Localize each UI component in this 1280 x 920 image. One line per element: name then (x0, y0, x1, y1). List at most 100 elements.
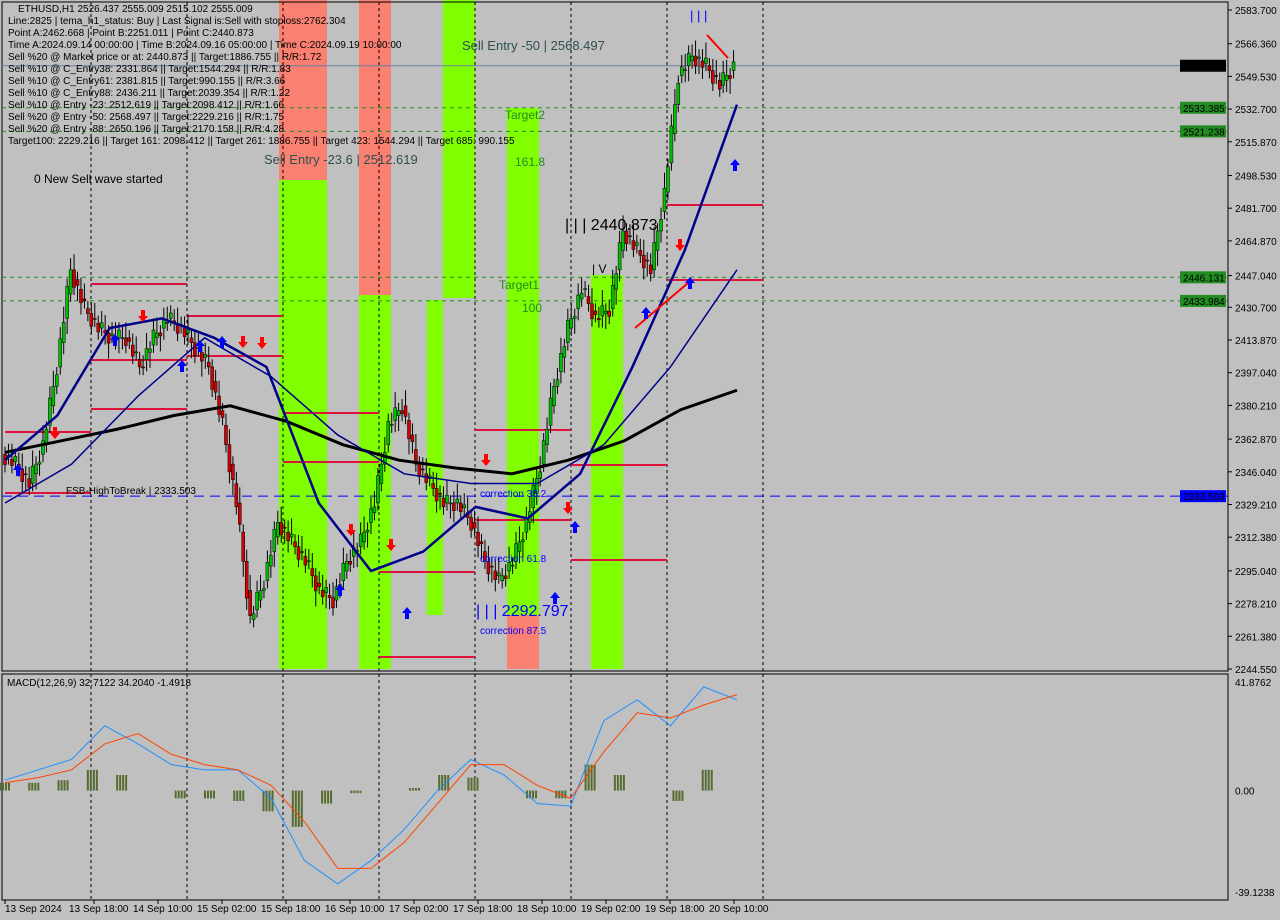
buy-arrow-icon (730, 159, 740, 171)
candle-body (358, 533, 363, 547)
y-tick-label: 2498.530 (1235, 171, 1277, 182)
price-label: 2333.503 (1183, 492, 1225, 503)
y-tick-label: 2515.870 (1235, 138, 1277, 149)
candle-body (431, 483, 435, 489)
sell-arrow-icon (563, 502, 573, 514)
signal-zone (279, 0, 327, 180)
candle-body (241, 531, 245, 562)
candle-body (376, 475, 380, 504)
y-tick-label: 2380.210 (1235, 401, 1277, 412)
candle-body (203, 354, 208, 358)
price-label-box (1180, 101, 1226, 114)
candle-body (624, 230, 629, 244)
buy-arrow-icon (570, 521, 580, 533)
candle-body (407, 420, 411, 440)
info-line: Sell %20 @ Entry -50: 2568.497 || Target… (8, 112, 285, 123)
info-line: Point A:2462.668 | Point B:2251.011 | Po… (8, 28, 254, 39)
candle-body (34, 463, 38, 475)
candle-body (635, 242, 639, 246)
candle-body (248, 590, 252, 616)
candle-body (244, 561, 249, 599)
candle-body (86, 308, 90, 314)
candle-body (614, 273, 618, 290)
candle-body (48, 397, 52, 426)
candle-body (206, 361, 211, 368)
candle-body (251, 613, 256, 620)
candle-body (68, 269, 73, 295)
candle-body (548, 397, 553, 426)
buy-arrow-icon (177, 360, 187, 372)
macd-signal-line (4, 694, 738, 869)
candle-body (645, 259, 649, 262)
candle-body (303, 556, 308, 566)
signal-zone (279, 180, 327, 669)
candle-body (365, 529, 370, 533)
buy-arrow-icon (402, 607, 412, 619)
y-tick-label: 2549.530 (1235, 72, 1277, 83)
x-tick-label: 18 Sep 10:00 (517, 904, 577, 915)
candle-body (269, 555, 273, 567)
wave-status: 0 New Sell wave started (34, 172, 163, 186)
candle-body (258, 590, 263, 601)
sell-arrow-icon (238, 336, 248, 348)
candle-body (282, 527, 287, 529)
candle-body (704, 57, 708, 64)
candle-body (393, 407, 397, 421)
price-panel-frame (1, 1, 1229, 672)
y-tick-label: 2362.870 (1235, 435, 1277, 446)
annotation-wave-top: | | | (690, 8, 707, 23)
candle-body (262, 588, 266, 591)
candle-body (317, 582, 321, 587)
candle-body (51, 386, 56, 407)
buy-arrow-icon (195, 340, 205, 352)
candle-body (597, 318, 601, 321)
candle-body (37, 461, 42, 465)
candle-body (96, 322, 100, 333)
candle-body (227, 444, 232, 473)
candle-body (438, 492, 442, 495)
candle-body (389, 424, 394, 426)
price-label: 2533.385 (1183, 104, 1225, 115)
candle-body (234, 483, 239, 508)
candle-body (168, 312, 173, 319)
candle-body (483, 551, 487, 562)
candle-body (127, 337, 132, 342)
candle-body (386, 421, 391, 445)
candle-body (293, 541, 297, 547)
candle-body (65, 286, 69, 319)
price-label-box (1180, 490, 1226, 503)
sell-arrow-icon (138, 310, 148, 322)
candle-body (441, 497, 446, 508)
candle-body (120, 337, 125, 340)
candle-body (327, 595, 332, 598)
candle-body (445, 494, 449, 504)
candle-body (566, 320, 570, 343)
candle-body (545, 428, 549, 445)
annotation-corr61: correction 61.8 (480, 554, 547, 565)
candle-body (697, 56, 701, 59)
candle-body (193, 342, 197, 356)
candle-body (151, 329, 156, 346)
annotation-point-c: | | | 2440.873 (565, 217, 658, 234)
annotation-target2: Target2 (505, 108, 545, 122)
y-tick-label: 2430.700 (1235, 303, 1277, 314)
candle-body (628, 235, 632, 238)
candle-body (731, 61, 736, 71)
candle-body (383, 452, 387, 465)
candle-body (224, 424, 228, 445)
price-label-box (1180, 59, 1226, 72)
x-tick-label: 17 Sep 02:00 (389, 904, 449, 915)
candle-body (379, 463, 384, 484)
candle-body (707, 65, 712, 71)
buy-arrow-icon (685, 277, 695, 289)
sell-arrow-icon (675, 239, 685, 251)
info-line: Sell %10 @ C_Entry38: 2331.864 || Target… (8, 64, 291, 75)
candle-body (403, 405, 408, 417)
candle-body (421, 468, 425, 471)
candle-body (372, 506, 377, 513)
info-line: Sell %20 @ Entry -88: 2650.196 || Target… (8, 124, 285, 135)
annotation-target1: Target1 (499, 278, 539, 292)
candle-body (124, 337, 128, 346)
candle-body (683, 69, 687, 71)
